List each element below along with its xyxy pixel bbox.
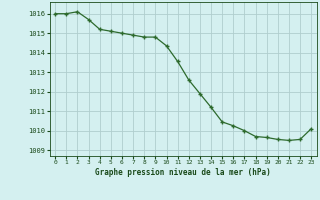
X-axis label: Graphe pression niveau de la mer (hPa): Graphe pression niveau de la mer (hPa) <box>95 168 271 177</box>
